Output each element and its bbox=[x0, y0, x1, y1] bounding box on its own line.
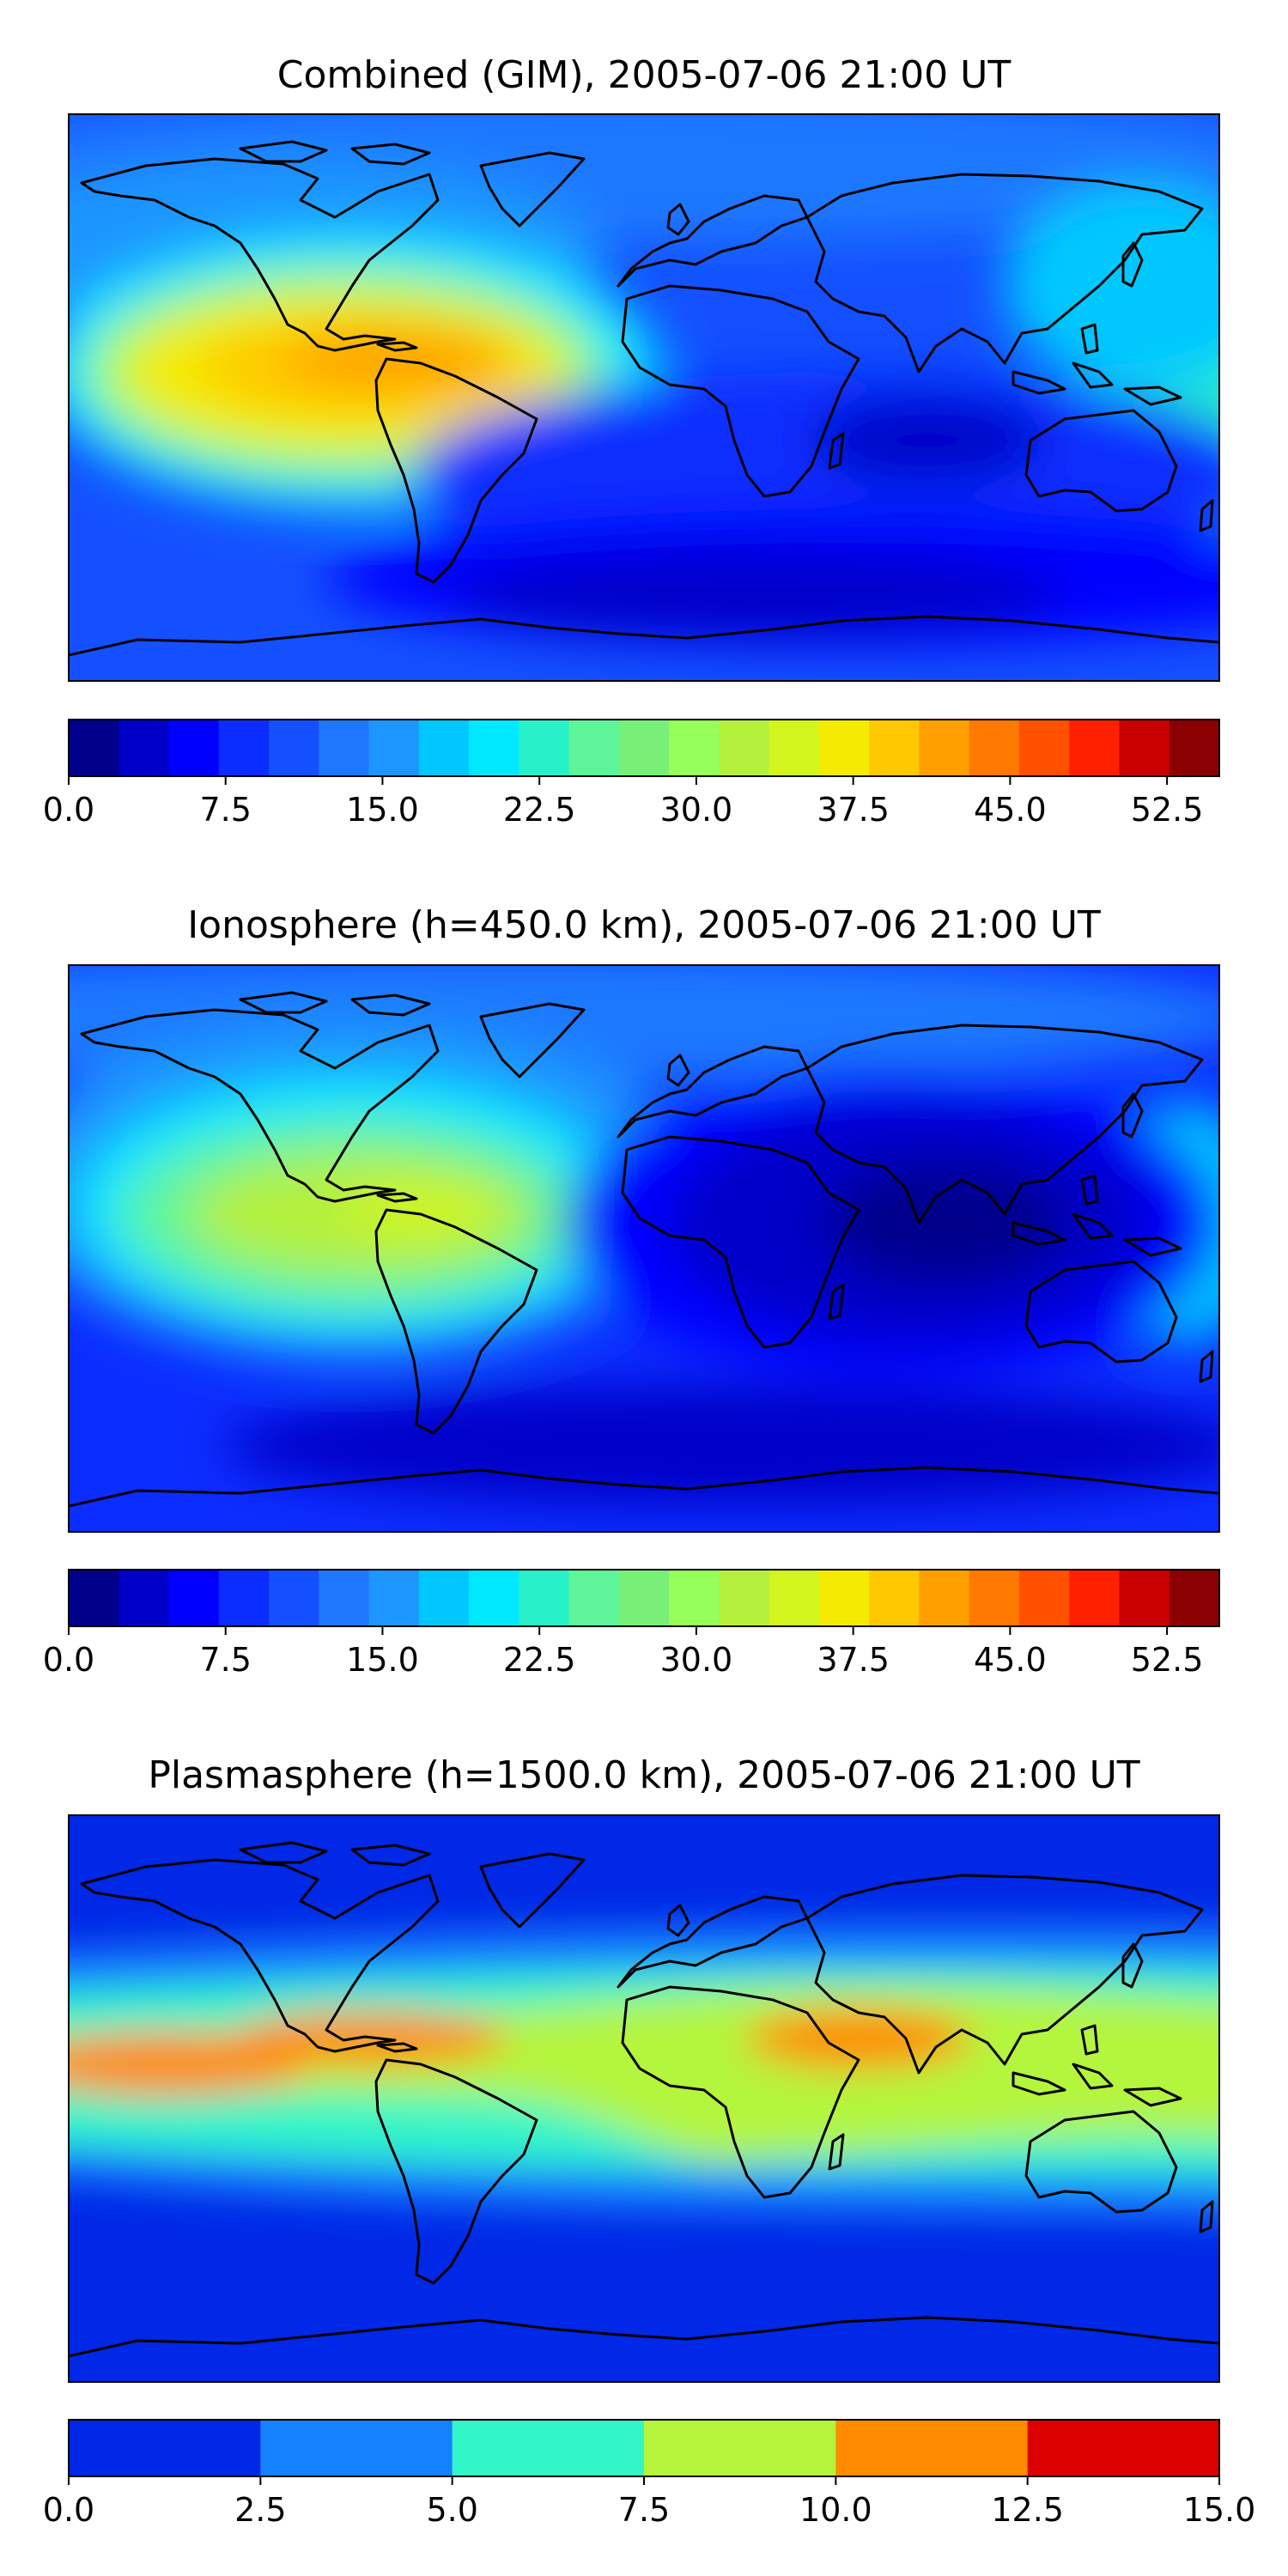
map-plot bbox=[68, 113, 1220, 682]
colorbar-tick-label: 45.0 bbox=[974, 791, 1047, 829]
colorbar-tick-label: 37.5 bbox=[817, 1641, 890, 1679]
colorbar-swatch bbox=[769, 1570, 820, 1626]
colorbar-swatch bbox=[368, 1570, 420, 1626]
colorbar-swatch bbox=[869, 720, 920, 776]
colorbar-tick-label: 7.5 bbox=[618, 2491, 670, 2529]
panel-title: Ionosphere (h=450.0 km), 2005-07-06 21:0… bbox=[187, 903, 1101, 947]
colorbar-tick-label: 30.0 bbox=[660, 791, 733, 829]
colorbar-swatch bbox=[919, 1570, 970, 1626]
panel-title: Combined (GIM), 2005-07-06 21:00 UT bbox=[277, 53, 1012, 97]
colorbar-swatch bbox=[1069, 720, 1121, 776]
map-plot bbox=[68, 964, 1220, 1533]
colorbar-swatch bbox=[818, 1570, 870, 1626]
colorbar-swatch bbox=[168, 720, 220, 776]
colorbar-swatch bbox=[1169, 1570, 1220, 1626]
colorbar-swatch bbox=[1169, 720, 1220, 776]
colorbar-tick-label: 45.0 bbox=[974, 1641, 1047, 1679]
colorbar-swatch bbox=[519, 720, 570, 776]
colorbar-tick-label: 22.5 bbox=[503, 791, 576, 829]
map-plot bbox=[68, 1814, 1220, 2383]
colorbar-tick-label: 37.5 bbox=[817, 791, 890, 829]
colorbar-swatch bbox=[869, 1570, 920, 1626]
colorbar-swatch bbox=[1018, 720, 1070, 776]
colorbar-swatch bbox=[568, 720, 620, 776]
colorbar-tick-label: 2.5 bbox=[234, 2491, 286, 2529]
colorbar-swatch bbox=[1018, 1570, 1070, 1626]
colorbar-swatch bbox=[218, 720, 270, 776]
colorbar-swatch bbox=[269, 720, 319, 776]
colorbar-swatch bbox=[118, 720, 170, 776]
colorbar-tick-label: 52.5 bbox=[1131, 791, 1204, 829]
colorbar-swatch bbox=[368, 720, 420, 776]
colorbar-swatch bbox=[719, 720, 770, 776]
colorbar-swatch bbox=[1119, 1570, 1170, 1626]
colorbar-tick-label: 7.5 bbox=[200, 1641, 252, 1679]
colorbar-swatch bbox=[1119, 720, 1170, 776]
colorbar-swatch bbox=[69, 720, 119, 776]
colorbar-tick-label: 10.0 bbox=[799, 2491, 872, 2529]
colorbar-swatch bbox=[669, 1570, 720, 1626]
colorbar-tick-label: 12.5 bbox=[991, 2491, 1064, 2529]
colorbar-tick-label: 0.0 bbox=[43, 791, 94, 829]
colorbar-tick-label: 7.5 bbox=[200, 791, 252, 829]
colorbar-swatch bbox=[469, 1570, 519, 1626]
colorbar-tick-label: 5.0 bbox=[426, 2491, 477, 2529]
colorbar-swatch bbox=[319, 720, 370, 776]
colorbar-swatch bbox=[818, 720, 870, 776]
colorbar-swatch bbox=[519, 1570, 570, 1626]
panel-plasmasphere: Plasmasphere (h=1500.0 km), 2005-07-06 2… bbox=[43, 1753, 1256, 2529]
colorbar: 0.0 7.5 15.0 22.5 30.0 37.5 45.0 52.5 bbox=[43, 719, 1220, 829]
colorbar-swatch bbox=[418, 720, 470, 776]
colorbar-tick-label: 52.5 bbox=[1131, 1641, 1204, 1679]
colorbar-tick-label: 0.0 bbox=[43, 1641, 94, 1679]
colorbar-tick-label: 0.0 bbox=[43, 2491, 94, 2529]
colorbar-swatch bbox=[69, 1570, 119, 1626]
colorbar-tick-label: 15.0 bbox=[346, 1641, 419, 1679]
colorbar-swatch bbox=[618, 1570, 670, 1626]
colorbar: 0.0 2.5 5.0 7.5 10.0 12.5 15.0 bbox=[43, 2419, 1256, 2529]
colorbar-swatch bbox=[669, 720, 720, 776]
colorbar-swatch bbox=[418, 1570, 470, 1626]
colorbar-swatch bbox=[1069, 1570, 1121, 1626]
colorbar-swatch bbox=[118, 1570, 170, 1626]
colorbar-tick-label: 15.0 bbox=[1183, 2491, 1256, 2529]
colorbar-swatch bbox=[618, 720, 670, 776]
colorbar-tick-label: 30.0 bbox=[660, 1641, 733, 1679]
colorbar-swatch bbox=[69, 2420, 261, 2476]
panel-ionosphere: Ionosphere (h=450.0 km), 2005-07-06 21:0… bbox=[43, 903, 1220, 1679]
colorbar-swatch bbox=[644, 2420, 836, 2476]
colorbar-tick-label: 15.0 bbox=[346, 791, 419, 829]
colorbar-swatch bbox=[319, 1570, 370, 1626]
colorbar-swatch bbox=[1027, 2420, 1220, 2476]
panel-combined: Combined (GIM), 2005-07-06 21:00 UT bbox=[43, 53, 1220, 829]
colorbar: 0.0 7.5 15.0 22.5 30.0 37.5 45.0 52.5 bbox=[43, 1569, 1220, 1679]
colorbar-swatch bbox=[919, 720, 970, 776]
colorbar-swatch bbox=[269, 1570, 319, 1626]
colorbar-swatch bbox=[469, 720, 519, 776]
colorbar-swatch bbox=[719, 1570, 770, 1626]
colorbar-swatch bbox=[969, 1570, 1020, 1626]
colorbar-swatch bbox=[452, 2420, 645, 2476]
colorbar-swatch bbox=[769, 720, 820, 776]
colorbar-swatch bbox=[218, 1570, 270, 1626]
colorbar-swatch bbox=[835, 2420, 1029, 2476]
panel-title: Plasmasphere (h=1500.0 km), 2005-07-06 2… bbox=[148, 1753, 1139, 1797]
colorbar-swatch bbox=[168, 1570, 220, 1626]
colorbar-swatch bbox=[969, 720, 1020, 776]
colorbar-swatch bbox=[260, 2420, 453, 2476]
colorbar-swatch bbox=[568, 1570, 620, 1626]
colorbar-tick-label: 22.5 bbox=[503, 1641, 576, 1679]
